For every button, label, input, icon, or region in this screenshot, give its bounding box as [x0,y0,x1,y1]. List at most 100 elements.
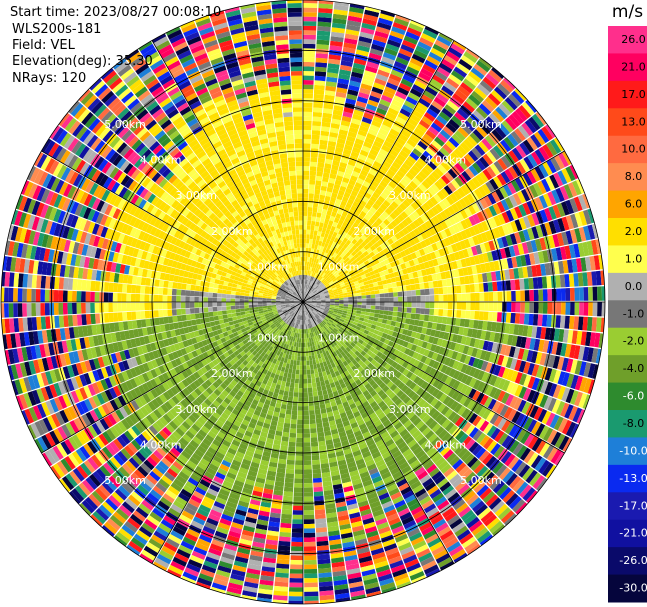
velocity-gate [523,278,530,290]
velocity-gate [427,173,438,184]
velocity-gate [255,477,266,484]
velocity-gate [315,340,320,345]
velocity-gate [354,197,362,204]
velocity-gate [193,546,208,556]
velocity-gate [565,230,573,245]
velocity-gate [333,290,338,294]
velocity-gate [520,302,525,313]
velocity-gate [318,581,333,587]
velocity-gate [389,383,398,392]
velocity-gate [345,457,355,464]
velocity-gate [391,394,400,403]
velocity-gate [401,146,412,155]
velocity-gate [466,193,476,204]
velocity-gate [375,408,383,416]
velocity-gate [363,112,374,120]
velocity-gate [385,43,400,53]
velocity-gate [332,207,339,213]
velocity-gate [423,349,430,357]
velocity-gate [455,200,464,211]
velocity-gate [393,297,399,302]
velocity-gate [558,435,570,451]
velocity-gate [308,280,311,286]
velocity-gate [408,193,417,202]
velocity-gate [476,329,482,339]
velocity-gate [321,321,326,326]
velocity-gate [329,230,334,236]
velocity-gate [428,227,436,236]
velocity-gate [319,333,324,339]
velocity-gate [333,488,344,495]
velocity-gate [488,292,494,302]
velocity-gate [373,329,380,335]
velocity-gate [466,135,478,147]
velocity-gate [269,386,275,393]
velocity-gate [358,36,373,44]
velocity-gate [333,265,339,270]
velocity-gate [473,274,479,284]
velocity-gate [423,529,437,540]
velocity-gate [448,368,457,378]
velocity-gate [295,451,303,456]
velocity-gate [170,530,184,541]
velocity-gate [371,505,383,513]
velocity-gate [327,320,333,325]
velocity-gate [323,311,328,315]
velocity-gate [291,332,295,337]
velocity-gate [348,127,359,134]
velocity-gate [318,445,327,451]
velocity-gate [323,375,329,381]
velocity-gate [511,290,516,302]
velocity-gate [146,542,161,554]
velocity-gate [151,534,165,546]
velocity-gate [327,279,333,284]
velocity-gate [333,334,339,339]
velocity-gate [286,405,293,411]
velocity-gate [256,391,263,398]
velocity-gate [500,199,510,211]
velocity-gate [583,225,591,241]
velocity-gate [400,346,407,353]
velocity-gate [432,258,439,267]
velocity-gate [348,84,360,92]
velocity-gate [493,260,500,271]
velocity-gate [312,468,321,474]
velocity-gate [204,471,215,480]
velocity-gate [503,184,513,197]
velocity-gate [312,311,317,315]
velocity-gate [574,228,582,243]
velocity-gate [330,197,337,203]
velocity-gate [231,397,239,405]
velocity-gate [555,247,563,261]
velocity-gate [433,118,445,129]
velocity-gate [386,215,394,223]
velocity-gate [274,388,280,394]
velocity-gate [518,217,527,230]
velocity-gate [280,357,285,363]
velocity-gate [379,271,385,277]
velocity-gate [174,552,189,563]
velocity-gate [515,413,525,426]
velocity-gate [434,456,446,467]
velocity-gate [379,13,395,22]
velocity-gate [574,302,580,316]
velocity-gate [348,507,360,515]
velocity-gate [285,353,289,359]
velocity-gate [452,293,457,302]
velocity-gate [337,277,343,282]
velocity-gate [465,310,471,319]
velocity-gate [281,513,292,520]
velocity-gate [483,311,489,321]
velocity-gate [474,403,484,415]
velocity-gate [366,590,382,598]
velocity-gate [333,202,340,209]
velocity-gate [422,133,434,143]
velocity-gate [375,305,380,310]
velocity-gate [418,423,428,433]
velocity-gate [431,140,442,150]
velocity-gate [438,248,445,257]
velocity-gate [479,292,485,302]
velocity-gate [316,212,322,218]
velocity-gate [419,282,425,290]
velocity-gate [380,415,389,424]
